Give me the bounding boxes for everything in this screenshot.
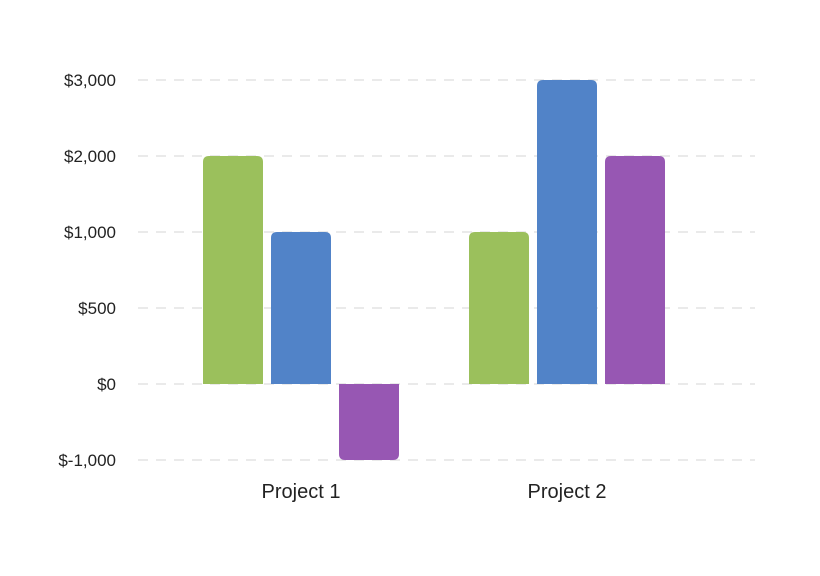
bar-1-3 [339, 384, 399, 460]
y-tick-label: $0 [97, 375, 116, 394]
y-tick-label: $3,000 [64, 71, 116, 90]
y-tick-label: $500 [78, 299, 116, 318]
x-axis-categories: Project 1 Project 2 [262, 481, 607, 503]
bars-layer [203, 80, 665, 460]
bar-2-1 [469, 232, 529, 384]
y-axis-ticks: $3,000 $2,000 $1,000 $500 $0 $-1,000 [58, 71, 116, 470]
y-tick-label: $-1,000 [58, 451, 116, 470]
grid-layer [138, 79, 755, 461]
x-category-label: Project 2 [528, 481, 607, 503]
x-category-label: Project 1 [262, 481, 341, 503]
bar-1-1 [203, 156, 263, 384]
y-tick-label: $1,000 [64, 223, 116, 242]
bar-2-2 [537, 80, 597, 384]
y-tick-label: $2,000 [64, 147, 116, 166]
bar-1-2 [271, 232, 331, 384]
bar-2-3 [605, 156, 665, 384]
